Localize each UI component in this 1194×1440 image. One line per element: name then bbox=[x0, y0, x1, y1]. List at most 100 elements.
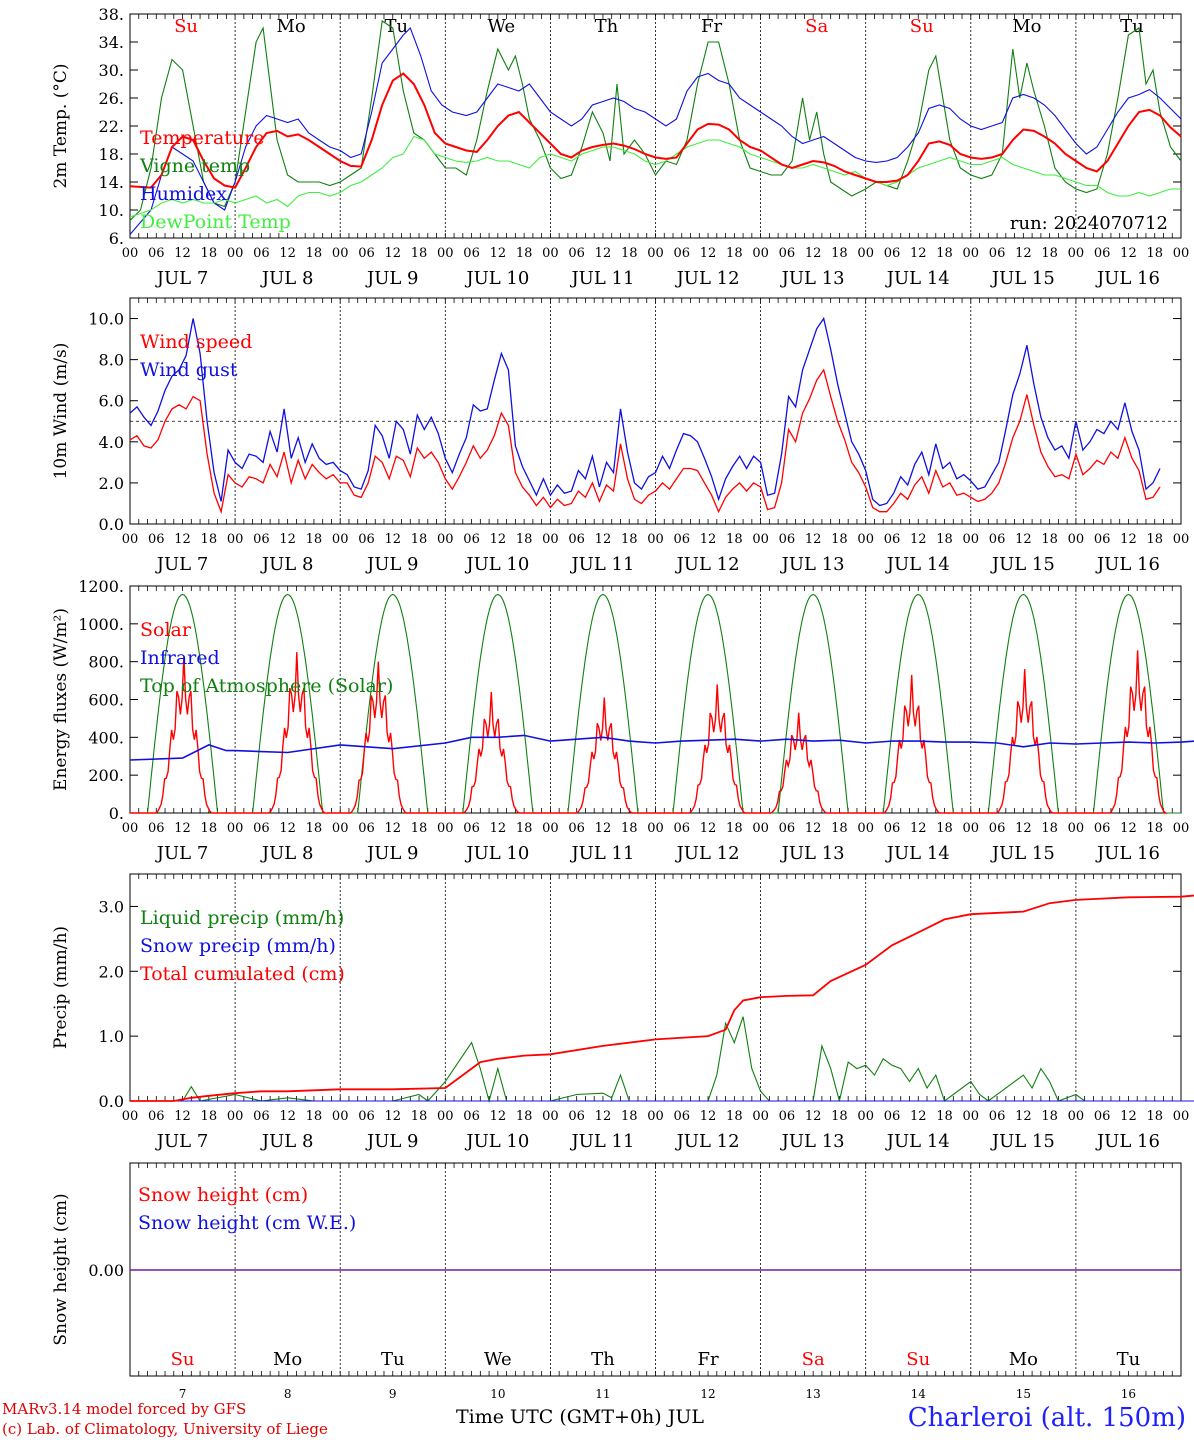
hour-label: 06 bbox=[779, 1109, 796, 1124]
day-label: JUL 14 bbox=[885, 268, 950, 289]
weekday-label: Mo bbox=[1012, 16, 1041, 37]
hour-label: 00 bbox=[647, 246, 664, 261]
hour-label: 18 bbox=[726, 246, 743, 261]
hour-label: 12 bbox=[805, 246, 822, 261]
hour-label: 06 bbox=[674, 246, 691, 261]
hour-label: 06 bbox=[884, 821, 901, 836]
day-label: JUL 14 bbox=[885, 554, 950, 575]
hour-label: 12 bbox=[595, 1109, 612, 1124]
hour-label: 06 bbox=[568, 821, 585, 836]
weekday-label: Su bbox=[906, 1349, 930, 1370]
hour-label: 00 bbox=[1173, 821, 1190, 836]
hour-label: 12 bbox=[279, 532, 296, 547]
station-name: Charleroi (alt. 150m) bbox=[907, 1403, 1186, 1433]
hour-label: 00 bbox=[647, 821, 664, 836]
hour-label: 18 bbox=[1146, 821, 1163, 836]
day-label: JUL 12 bbox=[675, 554, 740, 575]
hour-label: 06 bbox=[568, 246, 585, 261]
hour-label: 12 bbox=[384, 532, 401, 547]
hour-label: 06 bbox=[779, 532, 796, 547]
infrared-series-line bbox=[129, 734, 1194, 761]
legend-entry: Snow height (cm W.E.) bbox=[138, 1212, 356, 1234]
hour-label: 18 bbox=[201, 532, 218, 547]
hour-label: 00 bbox=[542, 246, 559, 261]
hour-label: 18 bbox=[201, 246, 218, 261]
hour-label: 00 bbox=[227, 246, 244, 261]
hour-label: 06 bbox=[779, 246, 796, 261]
hour-label: 00 bbox=[227, 1109, 244, 1124]
weekday-label: Sa bbox=[805, 16, 828, 37]
day-label: JUL 9 bbox=[365, 1131, 419, 1152]
day-label: JUL 11 bbox=[569, 554, 634, 575]
hour-label: 00 bbox=[332, 246, 349, 261]
temperature-series-line bbox=[129, 27, 1182, 235]
precip-series-line bbox=[130, 894, 1194, 1102]
day-number-label: 11 bbox=[595, 1387, 610, 1401]
legend-entry: Wind speed bbox=[140, 331, 252, 353]
hour-label: 06 bbox=[253, 1109, 270, 1124]
weekday-label: Mo bbox=[1009, 1349, 1038, 1370]
hour-label: 18 bbox=[201, 821, 218, 836]
hour-label: 06 bbox=[884, 532, 901, 547]
hour-label: 18 bbox=[306, 1109, 323, 1124]
day-number-label: 16 bbox=[1121, 1387, 1136, 1401]
hour-label: 00 bbox=[963, 532, 980, 547]
hour-label: 18 bbox=[831, 246, 848, 261]
hour-label: 12 bbox=[174, 821, 191, 836]
day-label: JUL 12 bbox=[675, 268, 740, 289]
y-tick-label: 0.00 bbox=[88, 1261, 124, 1280]
hour-label: 00 bbox=[1173, 532, 1190, 547]
hour-label: 00 bbox=[857, 246, 874, 261]
run-annotation: run: 2024070712 bbox=[1010, 213, 1168, 234]
hour-label: 06 bbox=[358, 532, 375, 547]
hour-label: 06 bbox=[253, 821, 270, 836]
day-label: JUL 7 bbox=[155, 268, 209, 289]
hour-label: 06 bbox=[463, 1109, 480, 1124]
hour-label: 00 bbox=[752, 532, 769, 547]
hour-label: 06 bbox=[884, 246, 901, 261]
hour-label: 12 bbox=[1120, 532, 1137, 547]
y-tick-label: 10. bbox=[99, 201, 124, 220]
day-number-label: 8 bbox=[284, 1387, 292, 1401]
hour-label: 00 bbox=[122, 821, 139, 836]
hour-label: 18 bbox=[621, 246, 638, 261]
day-label: JUL 8 bbox=[260, 268, 314, 289]
hour-label: 18 bbox=[831, 1109, 848, 1124]
hour-label: 12 bbox=[490, 1109, 507, 1124]
hour-label: 18 bbox=[411, 246, 428, 261]
hour-label: 06 bbox=[674, 1109, 691, 1124]
hour-label: 12 bbox=[1015, 246, 1032, 261]
day-label: JUL 13 bbox=[780, 268, 845, 289]
hour-label: 12 bbox=[910, 532, 927, 547]
temperature-series-line bbox=[129, 20, 1182, 221]
y-tick-label: 10.0 bbox=[88, 310, 124, 329]
hour-label: 06 bbox=[463, 821, 480, 836]
solar-series-line bbox=[130, 650, 1168, 814]
day-label: JUL 15 bbox=[990, 268, 1055, 289]
day-label: JUL 14 bbox=[885, 1131, 950, 1152]
hour-label: 12 bbox=[174, 1109, 191, 1124]
day-label: JUL 8 bbox=[260, 843, 314, 864]
time-axis-label: Time UTC (GMT+0h) JUL bbox=[456, 1406, 704, 1428]
legend-entry: Wind gust bbox=[140, 359, 238, 381]
day-label: JUL 7 bbox=[155, 1131, 209, 1152]
day-label: JUL 9 bbox=[365, 843, 419, 864]
day-label: JUL 14 bbox=[885, 843, 950, 864]
y-tick-label: 800. bbox=[88, 653, 124, 672]
hour-label: 18 bbox=[831, 532, 848, 547]
weekday-label: Tu bbox=[381, 1349, 405, 1370]
hour-label: 06 bbox=[1094, 1109, 1111, 1124]
hour-label: 12 bbox=[1015, 1109, 1032, 1124]
day-number-label: 9 bbox=[389, 1387, 397, 1401]
hour-label: 18 bbox=[306, 246, 323, 261]
hour-label: 00 bbox=[1068, 532, 1085, 547]
hour-label: 12 bbox=[1120, 821, 1137, 836]
weekday-label: We bbox=[488, 16, 516, 37]
y-tick-label: 8.0 bbox=[99, 351, 124, 370]
day-label: JUL 15 bbox=[990, 843, 1055, 864]
hour-label: 12 bbox=[700, 532, 717, 547]
hour-label: 12 bbox=[805, 532, 822, 547]
weekday-label: Fr bbox=[698, 1349, 719, 1370]
hour-label: 00 bbox=[647, 532, 664, 547]
hour-label: 00 bbox=[437, 1109, 454, 1124]
